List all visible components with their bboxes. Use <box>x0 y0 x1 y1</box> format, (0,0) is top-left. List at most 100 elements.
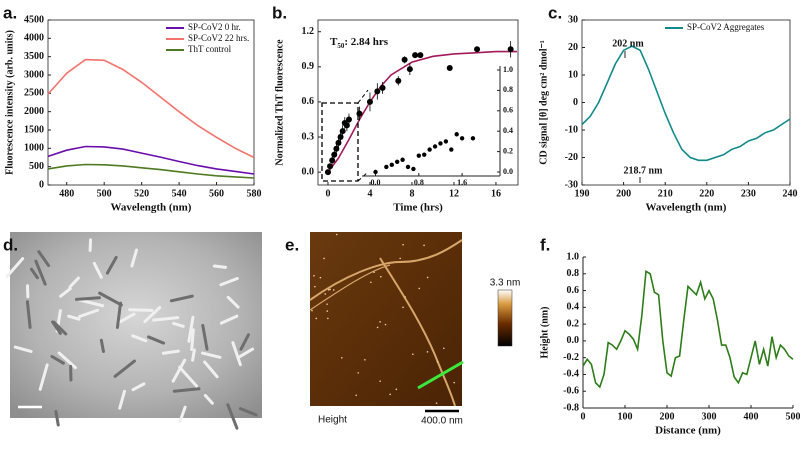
series-line <box>47 145 255 175</box>
inset-x-tick-label: 0.0 <box>371 178 381 187</box>
fibril <box>169 294 194 303</box>
annotation: T50: 2.84 hrs <box>330 36 389 50</box>
afm-particle <box>332 289 335 291</box>
fibril <box>29 267 39 280</box>
fibril <box>236 347 255 360</box>
y-tick-label: 0.0 <box>567 335 580 346</box>
y-tick-label: -10 <box>565 124 578 135</box>
y-tick-label: 500 <box>29 161 44 172</box>
fibril <box>239 333 250 351</box>
inset-point <box>416 153 422 158</box>
zoom-connector <box>357 171 369 182</box>
x-tick-label: 540 <box>172 188 187 199</box>
fibril <box>128 308 154 312</box>
y-axis-label: Height (nm) <box>539 307 550 359</box>
panel-label: e. <box>285 235 299 254</box>
fibril <box>161 349 180 355</box>
y-tick-label: 1000 <box>24 143 44 154</box>
zoom-box <box>321 102 359 182</box>
inset-x-tick-label: 0.8 <box>414 178 424 187</box>
fibril <box>226 403 239 430</box>
inset-point <box>394 159 400 164</box>
panel-label: b. <box>272 3 287 22</box>
legend-label: SP-CoV2 Aggregates <box>687 22 765 32</box>
y-tick-label: 0 <box>39 179 44 190</box>
fibril <box>171 358 187 383</box>
afm-particle <box>341 356 343 359</box>
profile-line <box>417 360 464 390</box>
inset-point <box>373 169 378 175</box>
y-tick-label: 0.2 <box>567 318 580 329</box>
fibril <box>34 259 47 286</box>
afm-particle <box>418 287 421 290</box>
x-tick-label: 560 <box>209 188 224 199</box>
data-point <box>406 66 413 73</box>
afm-particle <box>324 293 327 295</box>
x-tick-label: 200 <box>616 188 631 199</box>
x-tick-label: 8 <box>409 188 414 199</box>
fibril <box>131 382 146 392</box>
zoom-connector <box>357 89 369 104</box>
inset-y-tick-label: 0.6 <box>503 106 513 115</box>
fibril <box>99 338 105 354</box>
fibril <box>309 239 463 301</box>
inset-point <box>432 144 438 149</box>
y-tick-label: 0.0 <box>302 166 315 177</box>
x-tick-label: 500 <box>786 411 800 422</box>
fibril <box>78 308 100 318</box>
fibril <box>238 407 258 417</box>
annotation: 202 nm <box>612 38 644 49</box>
fibril <box>178 365 199 388</box>
inset-y-tick-label: 0.4 <box>503 126 513 135</box>
fibril <box>50 354 65 365</box>
y-tick-label: 2000 <box>24 106 44 117</box>
x-tick-label: 240 <box>783 188 798 199</box>
fibril <box>147 335 166 345</box>
inset-y-tick-label: 0.2 <box>503 146 513 155</box>
x-tick-label: 400 <box>744 411 759 422</box>
legend-label: SP-CoV2 0 hr. <box>188 22 241 32</box>
annotation: 218.7 nm <box>624 165 664 176</box>
afm-particle <box>364 358 366 361</box>
y-tick-label: 3000 <box>24 69 44 80</box>
y-tick-label: 3500 <box>24 51 44 62</box>
afm-particle <box>404 296 407 298</box>
afm-particle <box>335 233 338 236</box>
inset-y-tick-label: 0.0 <box>503 167 513 176</box>
afm-particle <box>453 381 456 384</box>
data-point <box>395 77 402 84</box>
data-point <box>343 122 350 129</box>
y-tick-label: -30 <box>565 179 578 190</box>
y-tick-label: 0.4 <box>567 302 580 313</box>
colorbar-label: 3.3 nm <box>490 278 521 289</box>
inset-point <box>411 166 416 172</box>
afm-particle <box>315 317 318 320</box>
x-tick-label: 4 <box>367 188 372 199</box>
annotation-part: 50 <box>337 42 345 50</box>
panel-label: a. <box>3 3 17 22</box>
fibril <box>54 409 60 427</box>
fibril <box>187 315 195 343</box>
fibril <box>212 264 228 269</box>
inset-x-tick-label: 1.6 <box>457 178 467 187</box>
inset-point <box>438 141 443 146</box>
data-point <box>339 128 346 135</box>
y-tick-label: 0.3 <box>302 131 315 142</box>
x-tick-label: 200 <box>660 411 675 422</box>
afm-particle <box>423 244 425 247</box>
annotation-part: T <box>330 36 338 48</box>
inset-point <box>454 132 459 137</box>
fibril <box>51 320 62 335</box>
y-tick-label: 4500 <box>24 14 44 25</box>
x-axis-label: Wavelength (nm) <box>111 202 192 214</box>
afm-particle <box>402 243 404 246</box>
y-tick-label: 1.2 <box>302 26 315 37</box>
afm-particle <box>326 303 328 305</box>
x-tick-label: 300 <box>702 411 717 422</box>
fibril <box>201 323 209 351</box>
x-axis-label: Distance (nm) <box>655 425 721 437</box>
fibril <box>57 351 77 370</box>
y-tick-label: 0.9 <box>302 61 315 72</box>
series-line <box>582 269 794 389</box>
